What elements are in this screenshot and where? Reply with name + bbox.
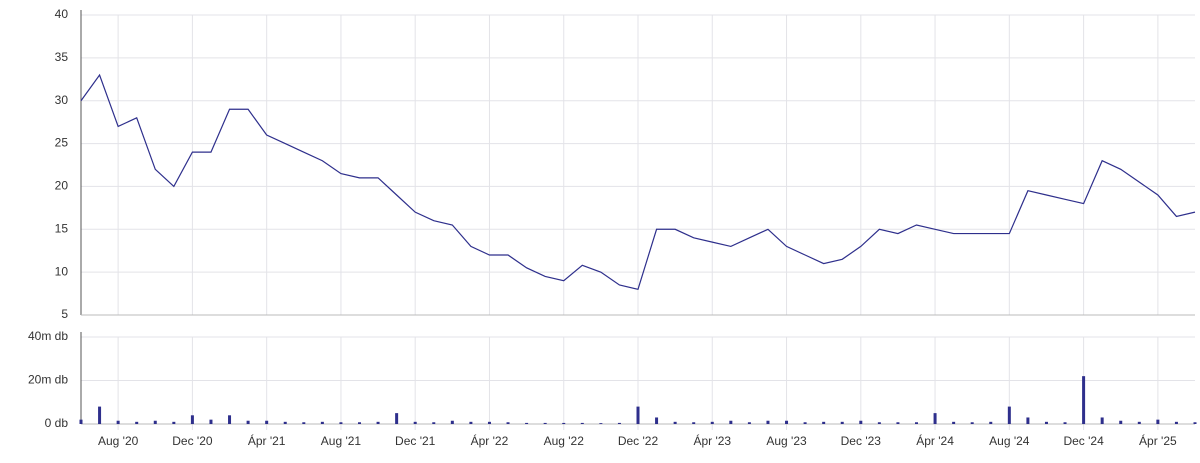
- x-tick-label: Dec '20: [172, 434, 213, 448]
- volume-bar: [1137, 421, 1141, 424]
- x-tick-label: Dec '23: [841, 434, 882, 448]
- volume-bar: [1044, 421, 1048, 424]
- x-tick-label: Ápr '23: [693, 433, 731, 448]
- volume-bar: [413, 421, 417, 424]
- x-tick-label: Ápr '21: [248, 433, 286, 448]
- volume-bar: [395, 413, 399, 424]
- volume-bar: [710, 421, 714, 424]
- volume-bar: [1174, 421, 1178, 424]
- volume-bar: [933, 413, 937, 424]
- volume-bar: [1193, 422, 1197, 424]
- volume-bar: [747, 422, 751, 424]
- volume-bar: [543, 422, 547, 424]
- volume-bar: [1156, 419, 1160, 424]
- x-tick-label: Dec '24: [1063, 434, 1104, 448]
- volume-bar: [729, 420, 733, 424]
- volume-bar: [116, 420, 120, 424]
- y-tick-label: 25: [55, 136, 69, 150]
- y-tick-label: 20m db: [28, 373, 68, 387]
- volume-bar: [487, 421, 491, 424]
- volume-bar: [599, 423, 603, 424]
- volume-bar: [376, 421, 380, 424]
- volume-bar: [98, 406, 102, 424]
- volume-bar: [1100, 417, 1104, 424]
- x-tick-label: Ápr '25: [1139, 433, 1177, 448]
- volume-bar: [283, 421, 287, 424]
- volume-bar: [877, 422, 881, 424]
- volume-bar: [135, 421, 139, 424]
- volume-bar: [915, 422, 918, 424]
- volume-bar: [803, 422, 807, 424]
- x-tick-label: Ápr '24: [916, 433, 954, 448]
- volume-bar: [469, 421, 473, 424]
- volume-bar: [859, 420, 863, 424]
- volume-bar: [153, 420, 157, 424]
- x-tick-label: Dec '22: [618, 434, 659, 448]
- volume-bar: [432, 422, 436, 424]
- volume-bar: [209, 419, 213, 424]
- x-tick-label: Ápr '22: [471, 433, 509, 448]
- volume-bar: [525, 422, 529, 424]
- volume-bar: [320, 421, 324, 424]
- volume-bar: [617, 422, 621, 424]
- y-tick-label: 35: [55, 50, 69, 64]
- price-line: [80, 73, 1196, 290]
- volume-bar: [692, 422, 696, 424]
- volume-bar: [358, 422, 361, 424]
- volume-bar: [840, 421, 844, 424]
- y-tick-label: 40: [55, 7, 69, 21]
- volume-bar: [265, 420, 269, 424]
- x-tick-label: Aug '22: [544, 434, 585, 448]
- x-tick-label: Aug '21: [321, 434, 362, 448]
- y-tick-label: 10: [55, 264, 69, 278]
- y-tick-label: 30: [55, 93, 69, 107]
- volume-bar: [450, 420, 454, 424]
- volume-bar: [79, 419, 83, 424]
- volume-bar: [952, 421, 956, 424]
- volume-bar: [580, 422, 584, 424]
- volume-bar: [822, 421, 826, 424]
- volume-bar: [1026, 417, 1030, 424]
- x-tick-label: Dec '21: [395, 434, 436, 448]
- volume-bar: [246, 420, 250, 424]
- volume-bar: [562, 422, 566, 424]
- volume-bar: [673, 421, 677, 424]
- volume-bar: [228, 415, 232, 424]
- x-tick-label: Aug '24: [989, 434, 1030, 448]
- volume-bar: [655, 417, 659, 424]
- y-tick-label: 40m db: [28, 329, 68, 343]
- volume-bar: [172, 421, 176, 424]
- volume-bar: [970, 422, 974, 424]
- volume-bar: [1119, 420, 1123, 424]
- y-tick-label: 0 db: [45, 416, 69, 430]
- x-tick-label: Aug '23: [766, 434, 807, 448]
- volume-bar: [1063, 422, 1067, 424]
- volume-bar: [785, 420, 789, 424]
- volume-bar: [190, 415, 194, 424]
- volume-bar: [896, 422, 900, 424]
- y-tick-label: 20: [55, 179, 69, 193]
- volume-bar: [302, 422, 306, 424]
- volume-bar: [766, 420, 770, 424]
- volume-bar: [339, 422, 343, 424]
- volume-bar: [506, 422, 510, 424]
- volume-bar: [989, 421, 993, 424]
- y-tick-label: 15: [55, 221, 69, 235]
- y-tick-label: 5: [61, 307, 68, 321]
- volume-bar: [636, 406, 640, 424]
- x-tick-label: Aug '20: [98, 434, 139, 448]
- volume-bar: [1082, 376, 1086, 424]
- volume-bar: [1007, 406, 1011, 424]
